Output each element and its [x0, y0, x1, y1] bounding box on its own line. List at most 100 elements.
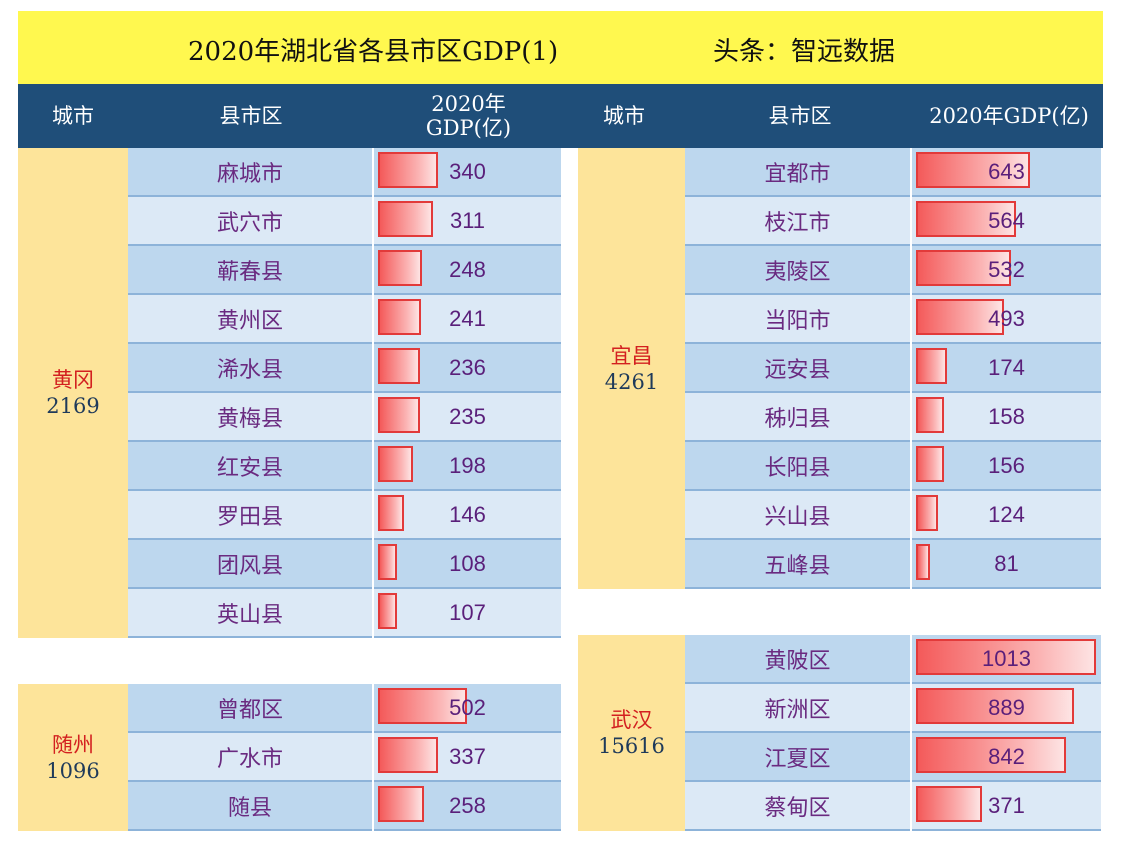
county-name: 蔡甸区 — [685, 782, 910, 831]
county-name: 曾都区 — [128, 684, 372, 733]
gdp-bar — [378, 786, 424, 822]
table-row: 红安县 198 — [128, 442, 563, 491]
gdp-value: 198 — [449, 452, 486, 478]
gdp-value: 124 — [988, 501, 1025, 527]
city-cell: 黄冈 2169 — [18, 148, 128, 638]
gdp-bar — [916, 639, 1096, 675]
gdp-cell: 889 — [912, 684, 1101, 733]
gdp-value: 311 — [449, 207, 486, 233]
gdp-cell: 107 — [374, 589, 561, 638]
gdp-cell: 174 — [912, 344, 1101, 393]
table-row: 新洲区 889 — [685, 684, 1103, 733]
header-city: 城市 — [603, 104, 645, 128]
table-row: 曾都区 502 — [128, 684, 563, 733]
header-right: 城市 县市区 2020年GDP(亿) — [563, 84, 1103, 148]
gdp-value: 643 — [988, 158, 1025, 184]
city-name: 宜昌 — [610, 343, 653, 368]
table-row: 夷陵区 532 — [685, 246, 1103, 295]
table-row: 宜都市 643 — [685, 148, 1103, 197]
county-name: 麻城市 — [128, 148, 372, 197]
gdp-value: 236 — [449, 354, 486, 380]
gdp-bar — [378, 250, 422, 286]
gdp-bar — [378, 446, 413, 482]
gdp-value: 564 — [988, 207, 1025, 233]
gdp-bar — [916, 250, 1011, 286]
county-name: 宜都市 — [685, 148, 910, 197]
gdp-cell: 236 — [374, 344, 561, 393]
county-name: 黄梅县 — [128, 393, 372, 442]
table-row: 英山县 107 — [128, 589, 563, 638]
gdp-bar — [916, 544, 930, 580]
table-row: 兴山县 124 — [685, 491, 1103, 540]
city-total: 2169 — [46, 394, 100, 418]
county-name: 黄陂区 — [685, 635, 910, 684]
gdp-bar — [916, 446, 944, 482]
gdp-value: 371 — [988, 792, 1025, 818]
header-city: 城市 — [52, 104, 94, 128]
table-row: 蔡甸区 371 — [685, 782, 1103, 831]
county-name: 红安县 — [128, 442, 372, 491]
gdp-cell: 1013 — [912, 635, 1101, 684]
gdp-bar — [378, 688, 467, 724]
chart-title: 2020年湖北省各县市区GDP(1) — [188, 37, 559, 67]
gdp-cell: 248 — [374, 246, 561, 295]
gdp-value: 1013 — [982, 645, 1031, 671]
county-name: 英山县 — [128, 589, 372, 638]
city-cell: 随州 1096 — [18, 684, 128, 831]
gdp-cell: 371 — [912, 782, 1101, 831]
gdp-value: 107 — [449, 599, 486, 625]
county-name: 团风县 — [128, 540, 372, 589]
header-gdp: 2020年 GDP(亿) — [374, 84, 563, 148]
city-total: 1096 — [46, 758, 100, 783]
gdp-cell: 235 — [374, 393, 561, 442]
table-row: 团风县 108 — [128, 540, 563, 589]
gdp-bar — [378, 299, 421, 335]
gdp-value: 532 — [988, 256, 1025, 282]
table-row: 长阳县 156 — [685, 442, 1103, 491]
city-name: 武汉 — [610, 708, 653, 732]
gdp-value: 258 — [449, 792, 486, 818]
table-row: 当阳市 493 — [685, 295, 1103, 344]
gdp-bar — [916, 737, 1066, 773]
county-name: 罗田县 — [128, 491, 372, 540]
county-name: 秭归县 — [685, 393, 910, 442]
gdp-cell: 340 — [374, 148, 561, 197]
table-row: 江夏区 842 — [685, 733, 1103, 782]
gdp-cell: 156 — [912, 442, 1101, 491]
header-county: 县市区 — [768, 104, 832, 128]
gdp-bar — [916, 152, 1030, 188]
county-name: 兴山县 — [685, 491, 910, 540]
city-cell: 宜昌 4261 — [578, 148, 685, 589]
gdp-value: 502 — [449, 694, 486, 720]
gdp-bar — [378, 348, 420, 384]
gdp-value: 158 — [988, 403, 1025, 429]
table-row: 罗田县 146 — [128, 491, 563, 540]
county-name: 枝江市 — [685, 197, 910, 246]
gdp-cell: 108 — [374, 540, 561, 589]
gdp-value: 108 — [449, 550, 486, 576]
gdp-cell: 493 — [912, 295, 1101, 344]
header-left: 城市 县市区 2020年 GDP(亿) — [18, 84, 563, 148]
county-name: 夷陵区 — [685, 246, 910, 295]
county-name: 广水市 — [128, 733, 372, 782]
table-row: 枝江市 564 — [685, 197, 1103, 246]
gdp-bar — [916, 397, 944, 433]
gdp-bar — [916, 201, 1016, 237]
table-row: 麻城市 340 — [128, 148, 563, 197]
county-name: 远安县 — [685, 344, 910, 393]
table-row: 秭归县 158 — [685, 393, 1103, 442]
header-gdp-text: 2020年 GDP(亿) — [425, 92, 512, 140]
county-name: 蕲春县 — [128, 246, 372, 295]
county-name: 长阳县 — [685, 442, 910, 491]
table-row: 黄陂区 1013 — [685, 635, 1103, 684]
county-name: 浠水县 — [128, 344, 372, 393]
table-row: 五峰县 81 — [685, 540, 1103, 589]
gdp-bar — [378, 737, 438, 773]
table-row: 黄州区 241 — [128, 295, 563, 344]
header-county: 县市区 — [219, 104, 283, 128]
gdp-value: 248 — [449, 256, 486, 282]
table-row: 浠水县 236 — [128, 344, 563, 393]
gdp-cell: 337 — [374, 733, 561, 782]
gdp-bar — [378, 593, 397, 629]
gdp-bar — [378, 495, 404, 531]
